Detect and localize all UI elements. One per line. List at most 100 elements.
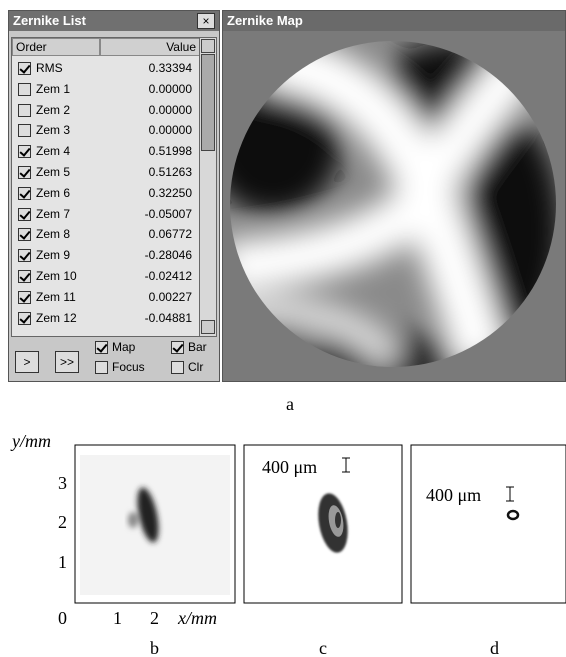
row-value: 0.51998 — [149, 141, 192, 162]
row-checkbox[interactable] — [18, 166, 31, 179]
list-box: Order Value RMS 0.33394 Zem 1 0.00000 Zem 2 0… — [11, 37, 201, 337]
y-tick-label: 2 — [58, 512, 67, 532]
row-checkbox[interactable] — [18, 270, 31, 283]
x-axis-label: x/mm — [177, 608, 217, 628]
last-button[interactable]: >> — [55, 351, 79, 373]
scroll-up[interactable] — [201, 39, 215, 53]
row-value: 0.33394 — [149, 58, 192, 79]
option-checkbox[interactable] — [171, 361, 184, 374]
row-name: Zem 4 — [36, 141, 70, 162]
list-row[interactable]: Zem 11 0.00227 — [12, 287, 200, 308]
list-row[interactable]: RMS 0.33394 — [12, 58, 200, 79]
close-button[interactable]: × — [197, 13, 215, 29]
row-name: Zem 2 — [36, 100, 70, 121]
row-value: 0.06772 — [149, 224, 192, 245]
row-value: -0.05007 — [145, 204, 192, 225]
row-checkbox[interactable] — [18, 312, 31, 325]
panel-d-spot — [508, 511, 518, 519]
caption-b: b — [150, 638, 159, 657]
list-row[interactable]: Zem 2 0.00000 — [12, 100, 200, 121]
option-checkbox[interactable] — [171, 341, 184, 354]
origin-label: 0 — [58, 608, 67, 628]
map-title-bar: Zernike Map — [223, 11, 565, 31]
x-tick-label: 1 — [113, 608, 122, 628]
row-name: Zem 11 — [36, 287, 76, 308]
next-button[interactable]: > — [15, 351, 39, 373]
row-value: 0.32250 — [149, 183, 192, 204]
row-name: Zem 8 — [36, 224, 70, 245]
list-title-bar: Zernike List — [9, 11, 219, 31]
list-row[interactable]: Zem 10 -0.02412 — [12, 266, 200, 287]
row-checkbox[interactable] — [18, 62, 31, 75]
option-label: Focus — [112, 360, 145, 374]
row-value: -0.28046 — [145, 245, 192, 266]
x-tick-label: 2 — [150, 608, 159, 628]
row-checkbox[interactable] — [18, 228, 31, 241]
map-disk — [223, 31, 565, 381]
list-title: Zernike List — [13, 13, 86, 28]
row-value: 0.51263 — [149, 162, 192, 183]
row-checkbox[interactable] — [18, 104, 31, 117]
beam-panels: y/mm 3 2 1 0 1 2 x/mm 400 μm 400 μm b c … — [0, 425, 566, 657]
scroll-down[interactable] — [201, 320, 215, 334]
row-name: Zem 10 — [36, 266, 77, 287]
scale-bar-d — [506, 487, 514, 501]
option-label: Clr — [188, 360, 203, 374]
option-label: Map — [112, 340, 135, 354]
option-checkbox[interactable] — [95, 361, 108, 374]
row-checkbox[interactable] — [18, 145, 31, 158]
row-checkbox[interactable] — [18, 187, 31, 200]
row-value: 0.00000 — [149, 100, 192, 121]
scrollbar[interactable] — [199, 37, 217, 337]
header-value[interactable]: Value — [100, 38, 200, 56]
row-name: Zem 9 — [36, 245, 70, 266]
body: Zernike List × Order Value RMS0.33394Zem… — [0, 0, 566, 657]
list-row[interactable]: Zem 12 -0.04881 — [12, 308, 200, 329]
row-checkbox[interactable] — [18, 249, 31, 262]
row-checkbox[interactable] — [18, 83, 31, 96]
list-row[interactable]: Zem 5 0.51263 — [12, 162, 200, 183]
list-row[interactable]: Zem 3 0.00000 — [12, 120, 200, 141]
header-order[interactable]: Order — [12, 38, 100, 56]
panel-d-frame — [411, 445, 566, 603]
row-name: RMS — [36, 58, 63, 79]
page: Zernike figure {"zernike_list": {"title"… — [0, 0, 566, 657]
caption-d: d — [490, 638, 499, 657]
row-name: Zem 1 — [36, 79, 70, 100]
caption-a: a — [286, 394, 294, 415]
zernike-map-window: Zernike Map — [222, 10, 566, 382]
y-tick-label: 1 — [58, 552, 67, 572]
row-checkbox[interactable] — [18, 124, 31, 137]
row-value: 0.00000 — [149, 79, 192, 100]
row-name: Zem 3 — [36, 120, 70, 141]
row-value: 0.00227 — [149, 287, 192, 308]
list-row[interactable]: Zem 8 0.06772 — [12, 224, 200, 245]
scale-label-d: 400 μm — [426, 485, 481, 505]
list-row[interactable]: Zem 1 0.00000 — [12, 79, 200, 100]
y-axis-label: y/mm — [10, 431, 51, 451]
row-name: Zem 6 — [36, 183, 70, 204]
row-value: -0.04881 — [145, 308, 192, 329]
row-checkbox[interactable] — [18, 208, 31, 221]
panel-c-contour — [314, 491, 352, 555]
list-row[interactable]: Zem 4 0.51998 — [12, 141, 200, 162]
row-value: -0.02412 — [145, 266, 192, 287]
zernike-map — [223, 31, 565, 381]
y-tick-label: 3 — [58, 473, 67, 493]
row-checkbox[interactable] — [18, 291, 31, 304]
row-name: Zem 7 — [36, 204, 70, 225]
option-label: Bar — [188, 340, 207, 354]
list-row[interactable]: Zem 7 -0.05007 — [12, 204, 200, 225]
row-name: Zem 5 — [36, 162, 70, 183]
list-row[interactable]: Zem 6 0.32250 — [12, 183, 200, 204]
option-checkbox[interactable] — [95, 341, 108, 354]
row-value: 0.00000 — [149, 120, 192, 141]
caption-c: c — [319, 638, 327, 657]
scale-bar-c — [342, 458, 350, 472]
map-title: Zernike Map — [227, 13, 303, 28]
scroll-thumb[interactable] — [201, 54, 215, 151]
list-row[interactable]: Zem 9 -0.28046 — [12, 245, 200, 266]
scale-label-c: 400 μm — [262, 457, 317, 477]
row-name: Zem 12 — [36, 308, 77, 329]
